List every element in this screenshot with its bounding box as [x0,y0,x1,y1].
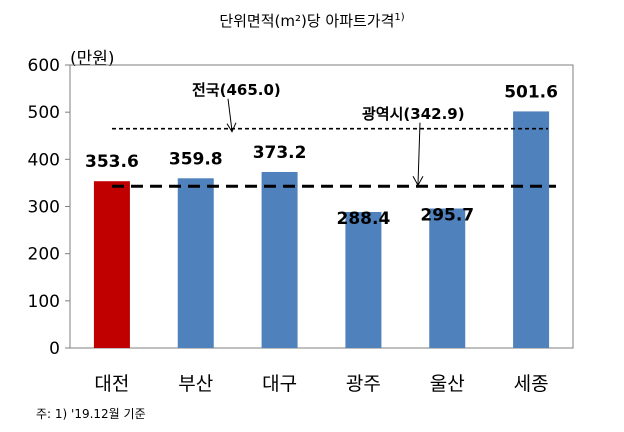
category-label: 세종 [514,373,549,395]
title-footnote-mark: 1) [394,12,405,23]
metro-average-arrow [417,122,421,185]
bar-대구 [261,171,298,348]
value-label: 295.7 [420,206,474,226]
category-label: 울산 [430,373,465,395]
plot-area [69,64,574,349]
national-average-label: 전국(465.0) [192,80,281,99]
y-tick-label: 600 [28,56,60,76]
footnote: 주: 1) '19.12월 기준 [36,407,146,421]
bar-대전 [93,181,130,348]
category-label: 대전 [94,373,129,395]
chart-title-text: 단위면적(m²)당 아파트가격 [219,12,395,30]
national-average-arrowhead [226,122,237,133]
value-label: 359.8 [169,149,223,169]
metro-average-label: 광역시(342.9) [362,104,465,123]
value-label: 288.4 [337,209,391,229]
unit-label: (만원) [70,49,115,69]
category-label: 광주 [346,373,381,395]
metro-average-arrowhead [412,176,424,187]
value-label: 373.2 [253,143,307,163]
chart-title: 단위면적(m²)당 아파트가격1) [0,10,624,31]
bar-부산 [177,178,214,348]
bar-세종 [513,111,550,348]
y-tick-label: 200 [28,245,60,265]
value-label: 353.6 [85,152,139,172]
bar-광주 [345,211,382,348]
y-tick-label: 0 [49,339,60,359]
y-tick-label: 500 [28,103,60,123]
y-tick-label: 300 [28,198,60,218]
value-label: 501.6 [504,82,558,102]
bar-울산 [429,208,466,348]
national-average-arrow [227,98,233,131]
category-label: 부산 [178,373,213,395]
y-tick-label: 400 [28,150,60,170]
category-label: 대구 [262,373,297,395]
y-tick-label: 100 [28,292,60,312]
